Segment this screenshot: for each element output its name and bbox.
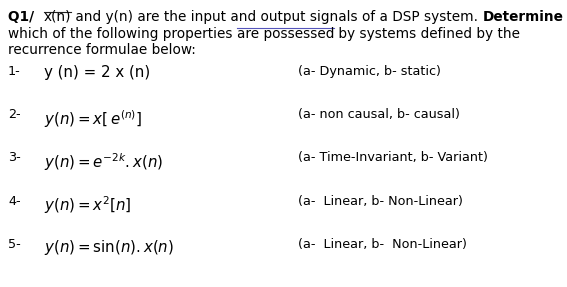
Text: recurrence formulae below:: recurrence formulae below:	[8, 43, 196, 57]
Text: (a- Dynamic, b- static): (a- Dynamic, b- static)	[298, 65, 441, 78]
Text: (a- non causal, b- causal): (a- non causal, b- causal)	[298, 108, 460, 121]
Text: which of the following properties: which of the following properties	[8, 27, 237, 41]
Text: $y(n) = \sin(n) .x(n)$: $y(n) = \sin(n) .x(n)$	[44, 238, 174, 257]
Text: Q1/: Q1/	[8, 10, 44, 24]
Text: 5-: 5-	[8, 238, 21, 251]
Text: $y(n) = e^{-2k} . x(n)$: $y(n) = e^{-2k} . x(n)$	[44, 151, 163, 173]
Text: 1-: 1-	[8, 65, 21, 78]
Text: Determine: Determine	[483, 10, 564, 24]
Text: $y(n) = x[\,e^{(n)}]$: $y(n) = x[\,e^{(n)}]$	[44, 108, 142, 130]
Text: x(n): x(n)	[44, 10, 71, 24]
Text: 2-: 2-	[8, 108, 20, 121]
Text: 4-: 4-	[8, 195, 20, 208]
Text: (a-  Linear, b-  Non-Linear): (a- Linear, b- Non-Linear)	[298, 238, 467, 251]
Text: by systems defined by the: by systems defined by the	[335, 27, 521, 41]
Text: $y(n) = x^{2}[n]$: $y(n) = x^{2}[n]$	[44, 195, 132, 216]
Text: (a- Time-Invariant, b- Variant): (a- Time-Invariant, b- Variant)	[298, 151, 488, 164]
Text: (a-  Linear, b- Non-Linear): (a- Linear, b- Non-Linear)	[298, 195, 463, 208]
Text: are possessed: are possessed	[237, 27, 335, 41]
Text: y (n) = 2 x (n): y (n) = 2 x (n)	[44, 65, 150, 80]
Text: and y(n) are the input and output signals of a DSP system.: and y(n) are the input and output signal…	[71, 10, 483, 24]
Text: 3-: 3-	[8, 151, 21, 164]
